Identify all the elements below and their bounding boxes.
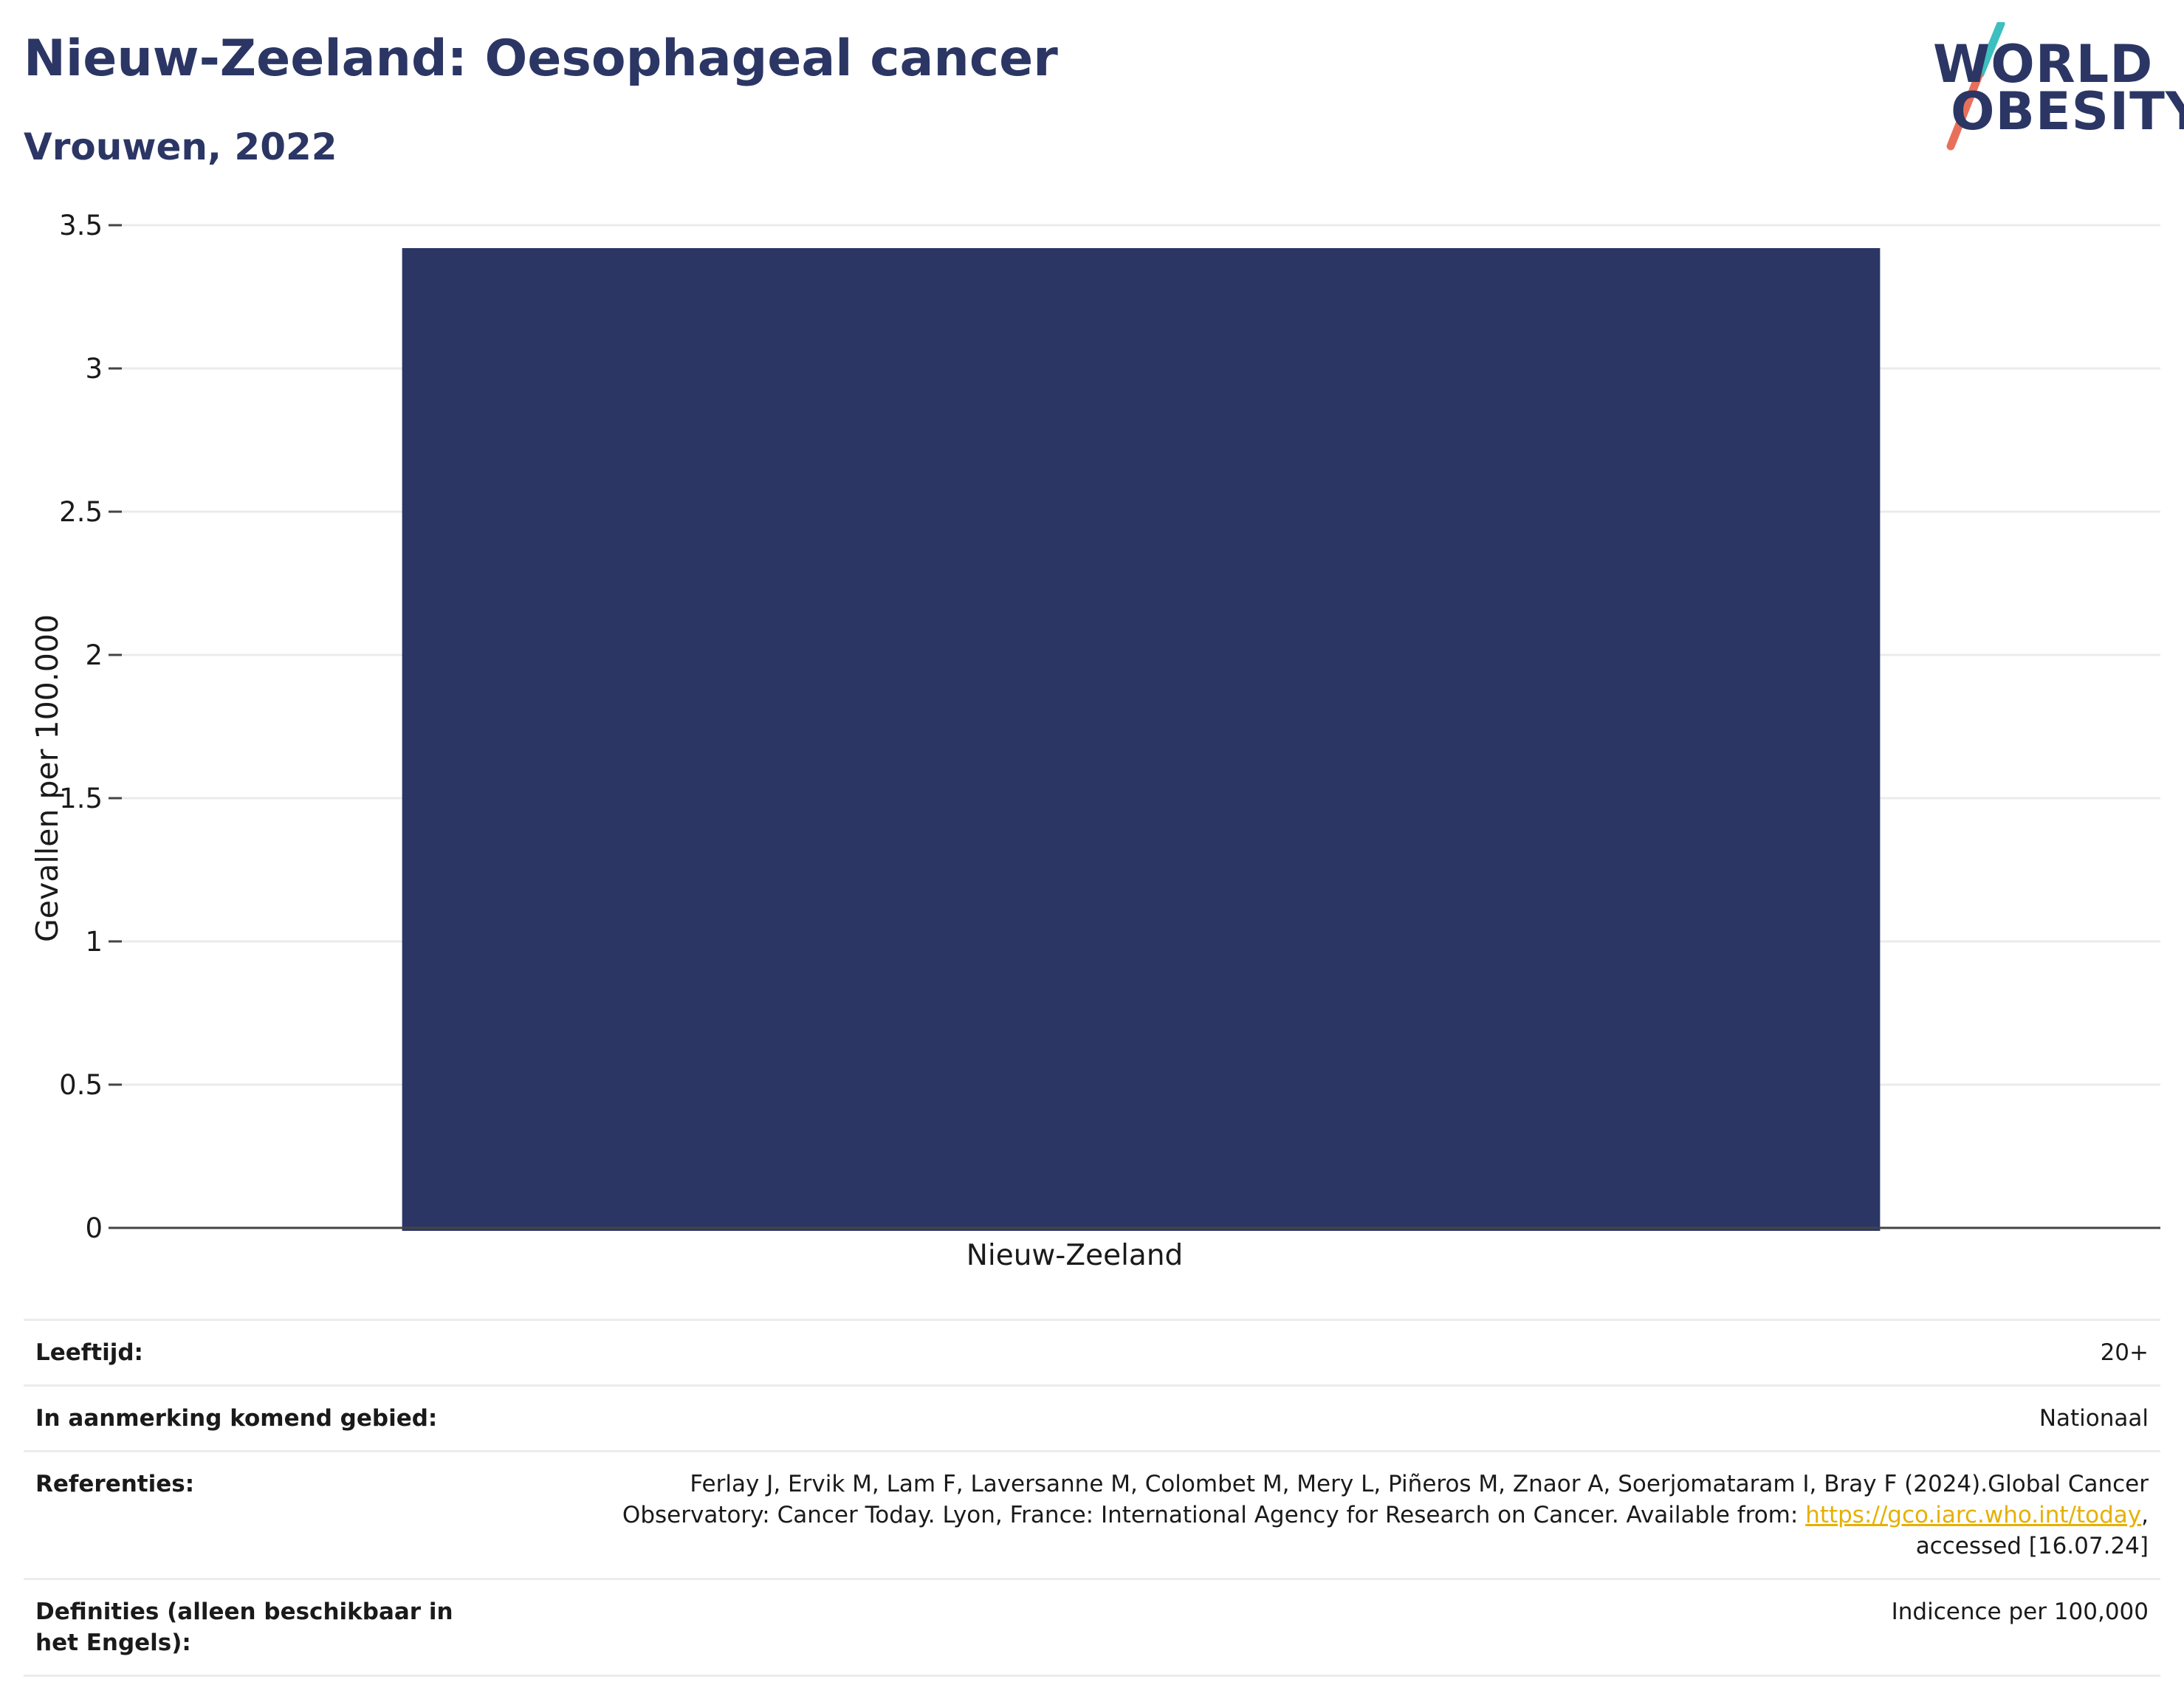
bar-chart: 0 0.5 1 1.5 2 2.5 3 3.5 Nieuw-Zeeland Gevallen pe… bbox=[30, 210, 2160, 1272]
y-tick-label: 1 bbox=[85, 926, 103, 958]
references-line1: Ferlay J, Ervik M, Lam F, Laversanne M, … bbox=[690, 1471, 2149, 1497]
info-table: Leeftijd: 20+ In aanmerking komend gebie… bbox=[24, 1319, 2160, 1677]
definitions-value: Indicence per 100,000 bbox=[1891, 1599, 2149, 1625]
y-tick-label: 2 bbox=[85, 639, 103, 671]
references-label: Referenties: bbox=[35, 1471, 195, 1497]
y-tick-label: 3 bbox=[85, 353, 103, 385]
y-tick-label: 2.5 bbox=[59, 496, 103, 528]
area-label: In aanmerking komend gebied: bbox=[35, 1405, 438, 1432]
info-row-references: Referenties: Ferlay J, Ervik M, Lam F, L… bbox=[24, 1451, 2160, 1579]
world-obesity-logo: WORLD OBESITY bbox=[1920, 22, 2184, 155]
logo-word-world: WORLD bbox=[1933, 34, 2154, 95]
references-line3: accessed [16.07.24] bbox=[1915, 1533, 2149, 1559]
info-row-age: Leeftijd: 20+ bbox=[24, 1319, 2160, 1386]
area-value: Nationaal bbox=[2039, 1405, 2149, 1432]
page-title: Nieuw-Zeeland: Oesophageal cancer bbox=[24, 30, 1058, 88]
info-row-area: In aanmerking komend gebied: Nationaal bbox=[24, 1385, 2160, 1452]
info-row-definitions: Definities (alleen beschikbaar in het En… bbox=[24, 1579, 2160, 1676]
page-subtitle: Vrouwen, 2022 bbox=[24, 126, 337, 168]
age-value: 20+ bbox=[2100, 1339, 2149, 1366]
logo-slash-icon bbox=[1946, 22, 2005, 151]
x-tick-label: Nieuw-Zeeland bbox=[966, 1239, 1184, 1272]
definitions-label: Definities (alleen beschikbaar in het En… bbox=[35, 1599, 453, 1656]
y-tick-label: 1.5 bbox=[59, 783, 103, 814]
bar-nieuw-zeeland bbox=[402, 248, 1881, 1231]
y-tick-label: 3.5 bbox=[59, 210, 103, 241]
references-line2-prefix: Observatory: Cancer Today. Lyon, France:… bbox=[622, 1502, 1806, 1528]
references-value: Ferlay J, Ervik M, Lam F, Laversanne M, … bbox=[505, 1452, 2160, 1579]
y-tick-label: 0.5 bbox=[59, 1069, 103, 1101]
references-link[interactable]: https://gco.iarc.who.int/today bbox=[1805, 1502, 2142, 1528]
age-label: Leeftijd: bbox=[35, 1339, 143, 1366]
y-axis-title: Gevallen per 100.000 bbox=[30, 614, 65, 942]
y-tick-label: 0 bbox=[85, 1212, 103, 1244]
references-line2-suffix: , bbox=[2141, 1502, 2149, 1528]
logo-word-obesity: OBESITY bbox=[1951, 81, 2184, 142]
